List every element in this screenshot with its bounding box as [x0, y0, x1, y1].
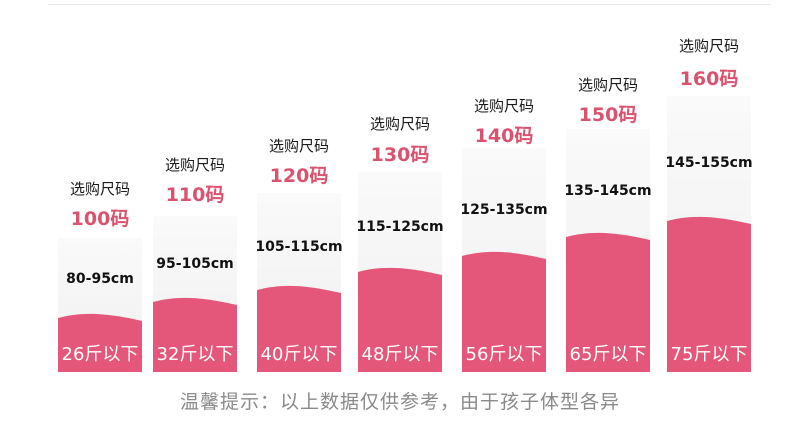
choose-size-label: 选购尺码 — [577, 76, 638, 94]
footer-note: 温馨提示：以上数据仅供参考，由于孩子体型各异 — [179, 391, 620, 413]
size-label: 150码 — [578, 104, 638, 126]
top-divider — [48, 4, 770, 5]
weight-label: 40斤以下 — [260, 344, 338, 365]
height-range-label: 95-105cm — [156, 256, 234, 272]
choose-size-label: 选购尺码 — [69, 180, 130, 198]
height-range-label: 125-135cm — [460, 202, 548, 218]
size-column-130: 48斤以下 115-125cm 选购尺码 130码 — [356, 0, 444, 372]
size-column-110: 32斤以下 95-105cm 选购尺码 110码 — [153, 0, 237, 372]
size-column-160: 75斤以下 145-155cm 选购尺码 160码 — [665, 0, 753, 372]
weight-label: 32斤以下 — [156, 344, 234, 365]
choose-size-label: 选购尺码 — [268, 137, 329, 155]
weight-label: 65斤以下 — [569, 344, 647, 365]
size-label: 140码 — [474, 125, 534, 147]
column-fill — [257, 284, 341, 372]
column-fill — [462, 250, 546, 372]
size-label: 160码 — [679, 68, 739, 90]
size-label: 120码 — [269, 165, 329, 187]
column-fill — [566, 231, 650, 372]
height-range-label: 135-145cm — [564, 183, 652, 199]
choose-size-label: 选购尺码 — [678, 37, 739, 55]
height-range-label: 145-155cm — [665, 155, 753, 171]
choose-size-label: 选购尺码 — [164, 156, 225, 174]
weight-label: 48斤以下 — [361, 344, 439, 365]
choose-size-label: 选购尺码 — [473, 97, 534, 115]
column-fill — [153, 296, 237, 372]
size-column-100: 26斤以下 80-95cm 选购尺码 100码 — [58, 0, 142, 372]
size-column-140: 56斤以下 125-135cm 选购尺码 140码 — [460, 0, 548, 372]
column-fill — [58, 312, 142, 372]
height-range-label: 105-115cm — [255, 239, 343, 255]
column-fill — [358, 266, 442, 372]
weight-label: 56斤以下 — [465, 344, 543, 365]
size-label: 100码 — [70, 208, 130, 230]
size-column-120: 40斤以下 105-115cm 选购尺码 120码 — [255, 0, 343, 372]
choose-size-label: 选购尺码 — [369, 115, 430, 133]
size-column-150: 65斤以下 135-145cm 选购尺码 150码 — [564, 0, 652, 372]
size-label: 130码 — [370, 144, 430, 166]
height-range-label: 115-125cm — [356, 219, 444, 235]
height-range-label: 80-95cm — [66, 271, 134, 287]
size-label: 110码 — [165, 184, 225, 206]
weight-label: 26斤以下 — [61, 344, 139, 365]
column-fill — [667, 215, 751, 372]
weight-label: 75斤以下 — [670, 344, 748, 365]
